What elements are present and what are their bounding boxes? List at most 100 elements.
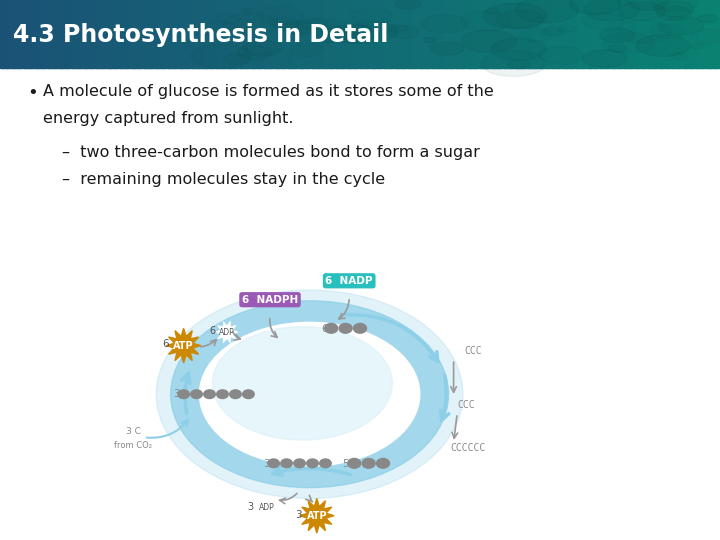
Bar [139,0,143,68]
Ellipse shape [654,1,694,17]
Bar [307,0,310,68]
Bar [420,0,423,68]
Ellipse shape [650,24,685,38]
Bar [708,0,711,68]
Bar [250,0,253,68]
Bar [497,0,500,68]
Bar [58,0,60,68]
Bar [672,0,675,68]
Bar [684,0,687,68]
Bar [302,0,305,68]
Bar [574,0,577,68]
Bar [113,0,116,68]
Bar [7,0,10,68]
Bar [641,0,644,68]
Bar [415,0,418,68]
Text: CCCCCC: CCCCCC [450,443,485,453]
Bar [528,0,531,68]
Bar [610,0,613,68]
Bar [331,0,334,68]
Circle shape [217,390,228,399]
Bar [466,0,469,68]
Bar [468,0,471,68]
Bar [36,0,39,68]
Bar [288,0,291,68]
Bar [353,0,356,68]
Bar [626,0,629,68]
Circle shape [268,459,279,468]
Bar [662,0,665,68]
Circle shape [377,458,390,468]
Bar [598,0,600,68]
Ellipse shape [215,13,241,23]
Bar [374,0,377,68]
Bar [432,0,435,68]
Bar [72,0,75,68]
Bar [511,0,514,68]
Ellipse shape [608,45,627,52]
Bar [513,0,517,68]
Bar [22,0,24,68]
Bar [665,0,668,68]
Bar [600,0,603,68]
Text: –  two three-carbon molecules bond to form a sugar: – two three-carbon molecules bond to for… [62,145,480,160]
Bar [343,0,346,68]
Bar [240,0,243,68]
Bar [197,0,200,68]
Bar [319,0,323,68]
Bar [677,0,680,68]
Bar [67,0,71,68]
Ellipse shape [584,0,639,21]
Bar [225,0,229,68]
Bar [427,0,431,68]
Ellipse shape [319,35,339,43]
Bar [166,0,168,68]
Bar [276,0,279,68]
Ellipse shape [271,17,299,29]
Ellipse shape [156,290,463,498]
Polygon shape [255,497,278,518]
Bar [2,0,6,68]
Bar [192,0,195,68]
Ellipse shape [582,13,624,30]
Bar [99,0,102,68]
Bar [713,0,716,68]
Bar [173,0,176,68]
Bar [401,0,404,68]
Bar [189,0,193,68]
Bar [168,0,171,68]
Bar [271,0,274,68]
Bar [290,0,294,68]
Bar [557,0,560,68]
Ellipse shape [491,38,546,60]
Bar [12,0,15,68]
Bar [655,0,658,68]
Text: •: • [27,84,38,102]
Bar [346,0,348,68]
Bar [45,0,49,68]
Bar [218,0,222,68]
Bar [333,0,337,68]
Bar [670,0,672,68]
Bar [403,0,406,68]
Bar [446,0,449,68]
Bar [137,0,140,68]
Bar [605,0,608,68]
Ellipse shape [482,51,546,76]
Ellipse shape [223,13,278,35]
Bar [487,0,490,68]
Bar [567,0,570,68]
Bar [703,0,706,68]
Bar [14,0,17,68]
Text: ATP: ATP [307,511,327,521]
Ellipse shape [237,46,271,59]
Bar [456,0,459,68]
Bar [410,0,413,68]
Bar [125,0,128,68]
Bar [369,0,373,68]
Bar [384,0,387,68]
Bar [603,0,606,68]
Bar [643,0,647,68]
Bar [247,0,251,68]
Bar [281,0,284,68]
